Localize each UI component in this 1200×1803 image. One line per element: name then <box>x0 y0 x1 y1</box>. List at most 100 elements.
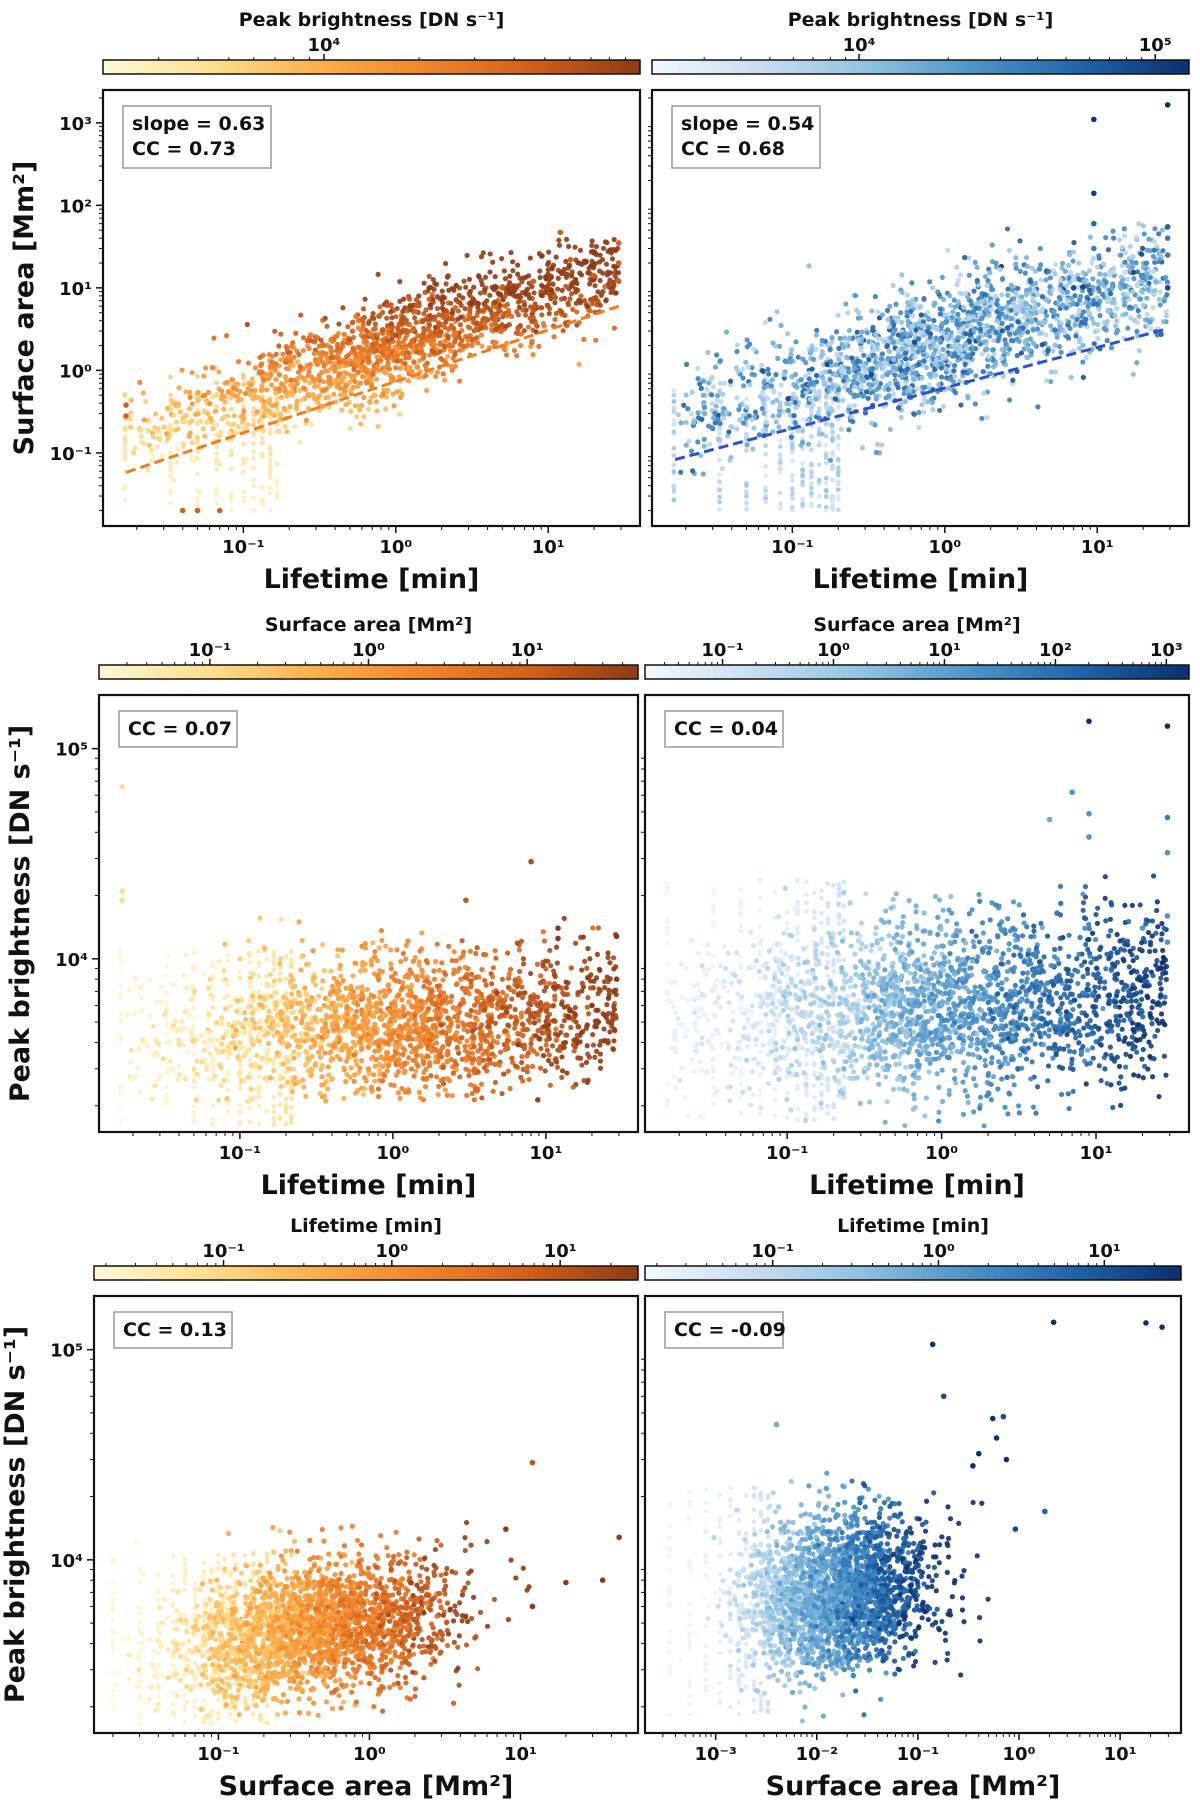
data-point <box>982 291 988 298</box>
data-point <box>985 389 991 395</box>
data-point <box>237 1121 243 1127</box>
data-point <box>890 282 896 289</box>
data-point <box>393 365 399 371</box>
x-tick-label: 10⁰ <box>379 537 412 558</box>
data-point <box>427 329 433 335</box>
data-point <box>340 305 346 311</box>
data-point <box>319 359 326 365</box>
data-point <box>256 963 262 969</box>
data-point <box>806 370 812 376</box>
data-point <box>1076 307 1082 313</box>
data-point <box>212 1073 218 1079</box>
data-point <box>308 422 315 428</box>
data-point <box>835 442 841 448</box>
data-point <box>530 308 536 314</box>
data-point <box>454 1044 460 1050</box>
data-point <box>384 363 390 369</box>
data-point <box>792 399 798 406</box>
data-point <box>751 425 757 431</box>
data-point <box>1111 265 1117 271</box>
data-point <box>427 352 433 358</box>
data-point <box>968 346 974 352</box>
data-point <box>148 447 154 453</box>
data-point <box>349 320 355 326</box>
data-point <box>354 413 360 420</box>
data-point <box>717 358 724 364</box>
data-point <box>155 426 161 432</box>
data-point <box>671 405 677 410</box>
data-point <box>1096 253 1102 259</box>
data-point <box>835 507 841 512</box>
data-point <box>237 1086 243 1092</box>
data-point <box>744 431 749 437</box>
data-point <box>327 375 333 381</box>
data-point <box>177 409 184 415</box>
data-point <box>1065 262 1072 269</box>
data-point <box>195 449 200 455</box>
data-point <box>316 374 322 380</box>
data-point <box>247 1119 253 1125</box>
data-point <box>1043 332 1049 338</box>
data-point <box>1080 374 1086 380</box>
data-point <box>490 259 496 265</box>
data-point <box>321 363 327 369</box>
data-point <box>1004 226 1011 232</box>
data-point <box>1160 248 1166 254</box>
data-point <box>237 1110 243 1116</box>
data-point <box>927 279 933 285</box>
data-point <box>375 354 381 360</box>
data-point <box>576 260 583 266</box>
data-point <box>175 426 181 432</box>
data-point <box>383 394 390 400</box>
data-point <box>122 450 128 456</box>
data-point <box>224 379 231 385</box>
data-point <box>383 943 389 949</box>
data-point <box>1066 274 1072 281</box>
data-point <box>245 385 252 391</box>
data-point <box>205 410 211 417</box>
data-point <box>555 275 561 281</box>
data-point <box>478 1081 485 1087</box>
data-point <box>1114 306 1120 312</box>
data-point <box>228 395 234 401</box>
data-point <box>1022 340 1028 346</box>
data-point <box>744 404 750 410</box>
data-point <box>297 387 303 394</box>
data-point <box>590 1042 597 1048</box>
data-point <box>1134 360 1140 366</box>
data-point <box>311 350 317 357</box>
data-point <box>1164 235 1171 241</box>
data-point <box>325 1086 331 1092</box>
data-point <box>169 398 175 404</box>
data-point <box>915 349 921 355</box>
data-point <box>584 303 590 310</box>
data-point <box>1103 327 1109 333</box>
data-point <box>272 365 278 371</box>
data-point <box>293 402 300 408</box>
data-point <box>159 453 166 459</box>
data-point <box>780 409 787 415</box>
data-point <box>612 290 618 296</box>
data-point <box>785 396 791 402</box>
data-point <box>483 952 489 958</box>
data-point <box>269 382 275 388</box>
data-point <box>954 282 960 288</box>
data-point <box>816 503 822 509</box>
data-point <box>1018 294 1025 300</box>
data-point <box>1071 277 1077 283</box>
data-point <box>1086 268 1093 274</box>
data-point <box>345 371 351 377</box>
data-point <box>164 1031 170 1037</box>
data-point <box>690 419 697 426</box>
data-point <box>880 373 886 380</box>
data-point <box>358 349 364 356</box>
data-point <box>124 1012 130 1018</box>
data-point <box>752 409 759 415</box>
data-point <box>496 307 502 314</box>
data-point <box>1117 252 1124 258</box>
data-point <box>1008 307 1014 313</box>
data-point <box>219 393 225 399</box>
data-point <box>240 441 246 447</box>
data-point <box>214 380 219 386</box>
data-point <box>712 410 718 416</box>
